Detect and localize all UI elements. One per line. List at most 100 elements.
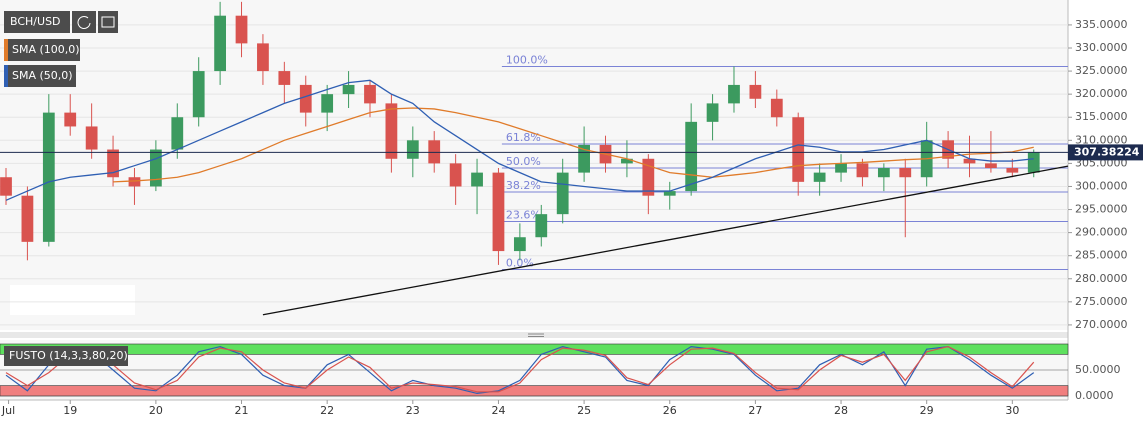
candle-body xyxy=(107,149,119,178)
splitter[interactable] xyxy=(0,332,1068,338)
x-tick-label: Jul xyxy=(1,404,15,417)
sma-label: SMA (100,0) xyxy=(12,43,80,56)
x-tick-label: 22 xyxy=(320,404,334,417)
candle-body xyxy=(171,117,184,150)
fib-label: 100.0% xyxy=(506,53,548,66)
candle-body xyxy=(749,84,762,99)
x-tick-label: 19 xyxy=(63,404,77,417)
candle-body xyxy=(706,103,719,122)
candle-body xyxy=(257,43,269,72)
candle-body xyxy=(278,71,291,85)
candle-body xyxy=(299,84,312,113)
symbol: BCH/USD xyxy=(10,15,61,28)
candle-body xyxy=(85,126,98,150)
candle-body xyxy=(728,84,740,104)
sma-box[interactable] xyxy=(4,39,80,61)
candle-body xyxy=(856,163,869,178)
candle-body xyxy=(963,158,976,164)
candle-body xyxy=(792,117,805,182)
x-tick-label: 27 xyxy=(748,404,762,417)
last-price-box xyxy=(1068,144,1143,161)
plot-layer: 270.0000275.0000280.0000285.0000290.0000… xyxy=(0,1,1143,417)
candle-body xyxy=(42,112,55,242)
sma-box[interactable] xyxy=(4,65,76,87)
y-tick-label: 290.0000 xyxy=(1075,226,1128,239)
candle-body xyxy=(835,163,847,173)
oscillator-line xyxy=(5,345,1035,393)
y-tick-label: 330.0000 xyxy=(1075,41,1128,54)
candle-body xyxy=(621,158,633,164)
candle-body xyxy=(685,121,698,192)
candle-body xyxy=(556,172,569,215)
oscillator-box[interactable] xyxy=(4,346,128,366)
sma-swatch xyxy=(4,65,8,87)
x-tick-label: 26 xyxy=(663,404,677,417)
candle-body xyxy=(235,15,248,44)
reload-icon xyxy=(77,16,91,29)
candle-body xyxy=(535,214,548,238)
candle-body xyxy=(214,15,226,72)
y-tick-label: 320.0000 xyxy=(1075,87,1128,100)
y-tick-label: 300.0000 xyxy=(1075,179,1128,192)
candle-body xyxy=(513,237,526,252)
fib-label: 38.2% xyxy=(506,179,541,192)
candle-body xyxy=(64,112,77,127)
y-tick-label: 270.0000 xyxy=(1075,318,1128,331)
x-tick-label: 23 xyxy=(406,404,420,417)
sma-line xyxy=(113,107,1034,183)
last-price-label: 307.38224 xyxy=(1074,145,1140,158)
x-tick-label: 29 xyxy=(920,404,934,417)
x-tick-label: 24 xyxy=(491,404,505,417)
legend: BCH/USD SMA (100,0) SMA (50,0) FUSTO (14… xyxy=(4,11,128,366)
reload-button[interactable] xyxy=(72,11,96,33)
x-tick-label: 30 xyxy=(1005,404,1019,417)
trend-line xyxy=(262,165,1069,316)
candle-body xyxy=(364,84,376,104)
sma-line xyxy=(5,79,1034,201)
candle-body xyxy=(578,144,590,173)
settings-button[interactable] xyxy=(98,11,118,33)
x-tick-label: 25 xyxy=(577,404,591,417)
oscillator-band xyxy=(0,343,1069,355)
y-tick-label: 325.0000 xyxy=(1075,64,1128,77)
fib-label: 23.6% xyxy=(506,209,541,222)
candle-body xyxy=(663,191,676,196)
candle-body xyxy=(492,172,505,252)
candle-body xyxy=(385,103,398,159)
candle-body xyxy=(321,94,334,113)
y-tick-label: 275.0000 xyxy=(1075,295,1128,308)
candle-body xyxy=(428,140,441,164)
x-tick-label: 20 xyxy=(149,404,163,417)
symbol-box[interactable] xyxy=(4,11,70,33)
candle-body xyxy=(128,177,141,187)
y-tick-label: 315.0000 xyxy=(1075,110,1128,123)
y-tick-label: 285.0000 xyxy=(1075,249,1128,262)
sma-label: SMA (50,0) xyxy=(12,69,73,82)
blank-box xyxy=(10,285,135,315)
candle-body xyxy=(1027,152,1040,173)
candle-body xyxy=(877,168,890,178)
candle-body xyxy=(342,84,355,95)
candle-body xyxy=(770,98,783,118)
candle-body xyxy=(1006,168,1019,173)
oscillator-label: FUSTO (14,3,3,80,20) xyxy=(9,349,128,362)
candle-body xyxy=(813,172,826,182)
candle-body xyxy=(406,140,419,159)
sma-swatch xyxy=(4,39,8,61)
candle-body xyxy=(149,149,162,187)
candle-body xyxy=(642,158,655,196)
x-tick-label: 28 xyxy=(834,404,848,417)
candle-body xyxy=(471,172,483,187)
candle-body xyxy=(899,168,912,178)
main-panel xyxy=(0,0,1068,330)
y-tick-label: 310.0000 xyxy=(1075,133,1128,146)
oscillator-line xyxy=(5,345,1035,395)
fib-label: 61.8% xyxy=(506,131,541,144)
y-tick-label: 295.0000 xyxy=(1075,203,1128,216)
settings-icon xyxy=(101,16,115,28)
candle-body xyxy=(21,195,34,242)
y-tick-label: 280.0000 xyxy=(1075,272,1128,285)
y-tick-label: 0.0000 xyxy=(1075,389,1114,402)
